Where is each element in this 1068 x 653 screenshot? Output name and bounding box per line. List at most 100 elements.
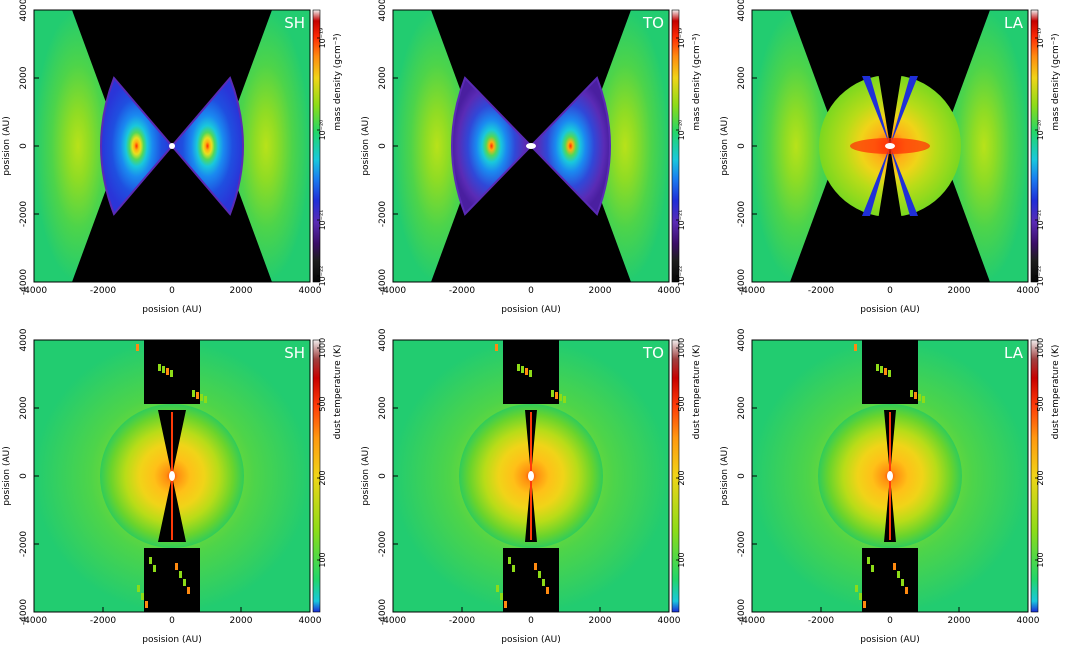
y-tick-label: 4000 bbox=[378, 328, 388, 351]
heatmap-image bbox=[393, 10, 669, 282]
panel-density-sh: SH -4000 -2000 0 2000 4000 4000 2000 0 -2000 -4000… bbox=[2, 0, 343, 315]
colorbar-tick-label: 10⁻²⁰ bbox=[677, 120, 686, 141]
panel-density-la: LA -4000 -2000 0 2000 4000 4000 2000 0 -2000 -4000… bbox=[720, 0, 1061, 315]
colorbar: 10⁻¹⁹ 10⁻²⁰ 10⁻²¹ 10⁻²² mass density (gcm⁻³) bbox=[312, 9, 343, 286]
y-tick-label: 0 bbox=[378, 473, 388, 479]
colorbar-tick-label: 10⁻¹⁹ bbox=[1036, 28, 1045, 49]
y-tick-label: 0 bbox=[19, 473, 29, 479]
colorbar-tick-label: 1000 bbox=[318, 338, 327, 358]
y-tick-label: -2000 bbox=[378, 201, 388, 227]
colorbar-tick-label: 1000 bbox=[677, 338, 686, 358]
x-tick-label: -2000 bbox=[449, 286, 475, 296]
y-tick-label: 4000 bbox=[737, 0, 747, 21]
panel-density-to: TO -4000 -2000 0 2000 4000 4000 2000 0 -2000 -4000… bbox=[361, 0, 702, 315]
colorbar-tick-label: 200 bbox=[677, 470, 686, 485]
colorbar-scale bbox=[1030, 9, 1039, 283]
y-tick-label: -4000 bbox=[19, 599, 29, 625]
x-tick-label: -2000 bbox=[808, 286, 834, 296]
panel-temperature-sh: SH -4000 -2000 0 2000 4000 4000 2000 0 -2000 -4000… bbox=[2, 328, 343, 645]
colorbar-tick-label: 500 bbox=[318, 396, 327, 411]
panel-tag: TO bbox=[642, 14, 664, 32]
y-tick-label: 2000 bbox=[737, 66, 747, 89]
heatmap-image bbox=[752, 340, 1028, 612]
x-tick-label: 0 bbox=[169, 286, 175, 296]
panel-tag: TO bbox=[642, 344, 664, 362]
x-tick-label: 2000 bbox=[948, 616, 971, 626]
y-tick-label: 4000 bbox=[737, 328, 747, 351]
colorbar: 1000 500 200 100 dust temperature (K) bbox=[312, 338, 343, 613]
y-axis-label: posision (AU) bbox=[720, 116, 730, 175]
heatmap-image bbox=[34, 340, 310, 612]
colorbar-tick-label: 10⁻²¹ bbox=[318, 210, 327, 231]
y-tick-label: -4000 bbox=[378, 269, 388, 295]
y-axis-label: posision (AU) bbox=[361, 446, 371, 505]
y-tick-label: 0 bbox=[19, 143, 29, 149]
colorbar-label: dust temperature (K) bbox=[333, 345, 343, 440]
colorbar-scale bbox=[312, 9, 321, 283]
heatmap-image bbox=[752, 10, 1028, 282]
colorbar: 1000 500 200 100 dust temperature (K) bbox=[671, 338, 702, 613]
x-tick-label: 0 bbox=[528, 616, 534, 626]
y-tick-label: 4000 bbox=[19, 328, 29, 351]
x-tick-label: 0 bbox=[528, 286, 534, 296]
x-tick-label: -2000 bbox=[449, 616, 475, 626]
panel-temperature-la: LA -4000 -2000 0 2000 4000 4000 2000 0 -2000 -4000… bbox=[720, 328, 1061, 645]
colorbar: 10⁻¹⁹ 10⁻²⁰ 10⁻²¹ 10⁻²² mass density (gcm⁻³) bbox=[1030, 9, 1061, 286]
colorbar-scale bbox=[1030, 339, 1039, 613]
x-tick-label: -4000 bbox=[21, 286, 47, 296]
panel-temperature-to: TO -4000 -2000 0 2000 4000 4000 2000 0 -2000 -4000… bbox=[361, 328, 702, 645]
y-axis-label: posision (AU) bbox=[361, 116, 371, 175]
heatmap-image bbox=[393, 340, 669, 612]
y-tick-label: -4000 bbox=[737, 599, 747, 625]
y-tick-label: -2000 bbox=[737, 201, 747, 227]
x-tick-label: -4000 bbox=[380, 286, 406, 296]
colorbar-tick-label: 200 bbox=[318, 470, 327, 485]
panel-tag: LA bbox=[1004, 344, 1024, 362]
x-axis-label: posision (AU) bbox=[501, 635, 560, 645]
x-tick-label: 4000 bbox=[658, 616, 681, 626]
panel-tag: LA bbox=[1004, 14, 1024, 32]
x-tick-label: 2000 bbox=[589, 286, 612, 296]
x-axis-label: posision (AU) bbox=[142, 305, 201, 315]
colorbar-tick-label: 10⁻²⁰ bbox=[318, 120, 327, 141]
y-tick-label: -2000 bbox=[378, 531, 388, 557]
colorbar-tick-label: 200 bbox=[1036, 470, 1045, 485]
x-axis-label: posision (AU) bbox=[501, 305, 560, 315]
y-tick-label: -4000 bbox=[19, 269, 29, 295]
y-axis-label: posision (AU) bbox=[720, 446, 730, 505]
x-tick-label: 2000 bbox=[230, 286, 253, 296]
y-tick-label: 2000 bbox=[19, 396, 29, 419]
x-tick-label: -2000 bbox=[90, 286, 116, 296]
colorbar-label: dust temperature (K) bbox=[692, 345, 702, 440]
x-tick-label: 2000 bbox=[948, 286, 971, 296]
colorbar-label: mass density (gcm⁻³) bbox=[333, 33, 343, 130]
y-tick-label: 0 bbox=[737, 143, 747, 149]
x-tick-label: 0 bbox=[887, 286, 893, 296]
colorbar-tick-label: 10⁻¹⁹ bbox=[318, 28, 327, 49]
x-tick-label: 0 bbox=[169, 616, 175, 626]
x-tick-label: 2000 bbox=[230, 616, 253, 626]
colorbar-tick-label: 500 bbox=[677, 396, 686, 411]
y-axis-label: posision (AU) bbox=[2, 116, 12, 175]
y-tick-label: 4000 bbox=[378, 0, 388, 21]
colorbar: 1000 500 200 100 dust temperature (K) bbox=[1030, 338, 1061, 613]
heatmap-image bbox=[34, 10, 310, 282]
colorbar-tick-label: 10⁻²¹ bbox=[677, 210, 686, 231]
colorbar-label: mass density (gcm⁻³) bbox=[1051, 33, 1061, 130]
panel-tag: SH bbox=[284, 14, 305, 32]
x-axis-label: posision (AU) bbox=[860, 305, 919, 315]
colorbar-tick-label: 10⁻²¹ bbox=[1036, 210, 1045, 231]
colorbar-tick-label: 100 bbox=[677, 552, 686, 567]
colorbar-tick-label: 500 bbox=[1036, 396, 1045, 411]
panel-tag: SH bbox=[284, 344, 305, 362]
x-axis-label: posision (AU) bbox=[860, 635, 919, 645]
colorbar-tick-label: 1000 bbox=[1036, 338, 1045, 358]
y-tick-label: -2000 bbox=[737, 531, 747, 557]
y-tick-label: 2000 bbox=[378, 396, 388, 419]
x-tick-label: -4000 bbox=[739, 286, 765, 296]
x-tick-label: -4000 bbox=[380, 616, 406, 626]
x-tick-label: 4000 bbox=[1017, 286, 1040, 296]
y-axis-label: posision (AU) bbox=[2, 446, 12, 505]
x-tick-label: 0 bbox=[887, 616, 893, 626]
